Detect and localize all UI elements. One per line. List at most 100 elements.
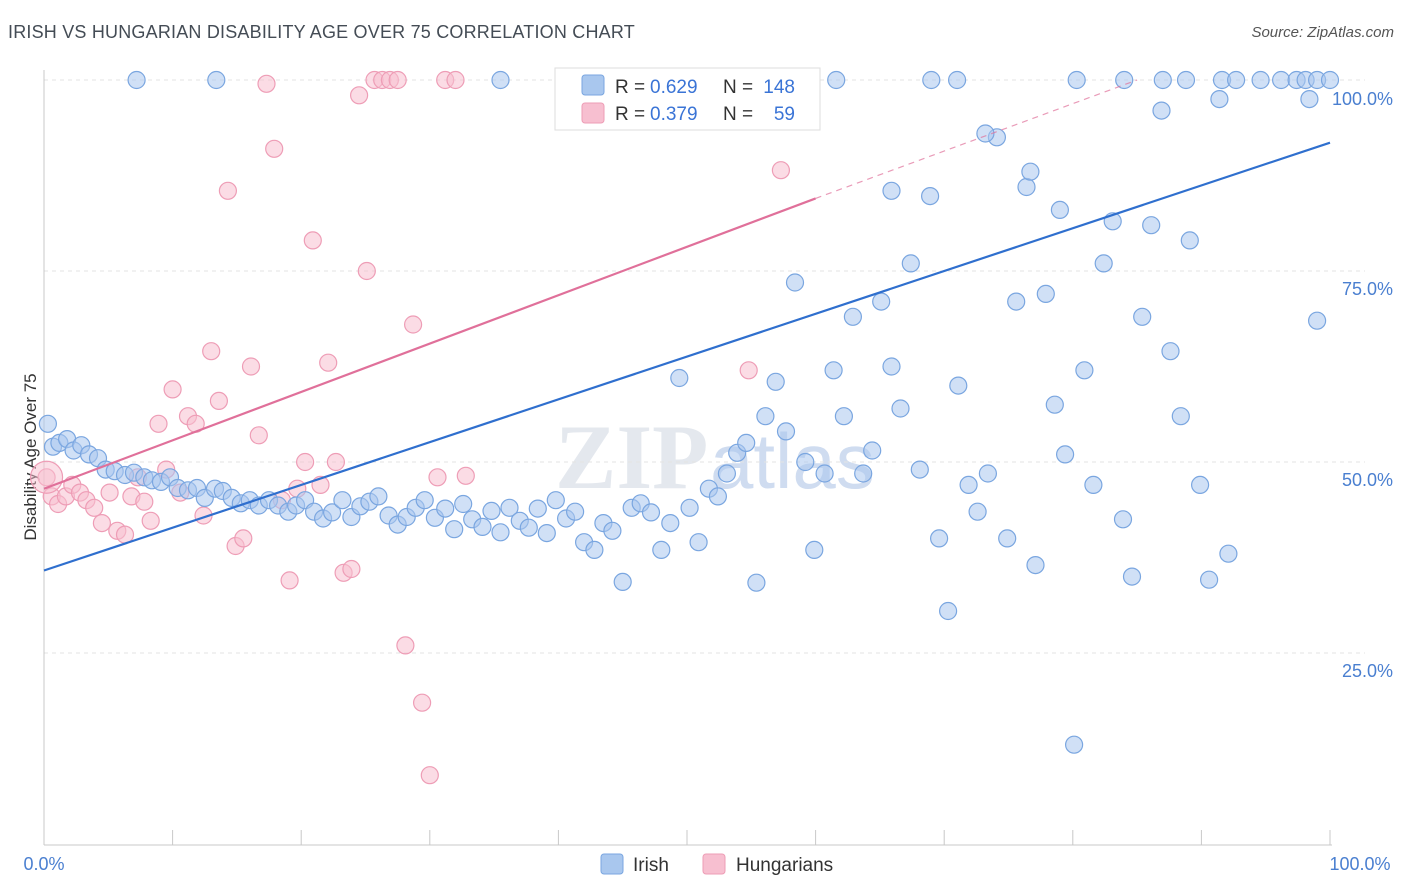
irish-point (473, 517, 492, 537)
y-axis-title: Disability Age Over 75 (21, 373, 40, 540)
irish-point (1251, 70, 1270, 90)
irish-point (415, 491, 434, 510)
irish-points (38, 70, 1340, 754)
irish-point (1115, 70, 1134, 90)
irish-point (537, 523, 556, 543)
hungarians-point (280, 571, 299, 590)
irish-point (323, 503, 342, 522)
hungarians-point (85, 498, 104, 517)
irish-point (854, 464, 873, 483)
irish-point (796, 452, 815, 472)
hungarians-trend-line (43, 197, 816, 490)
irish-point (1055, 445, 1075, 464)
irish-point (1133, 307, 1152, 326)
irish-point (882, 181, 901, 200)
irish-point (1036, 284, 1055, 303)
irish-point (843, 307, 863, 326)
hungarians-point (456, 466, 475, 485)
hungarians-point (135, 492, 154, 511)
irish-point (882, 357, 901, 376)
irish-point (680, 498, 699, 517)
hungarians-point (428, 468, 447, 487)
hungarians-point (209, 391, 228, 410)
irish-point (901, 254, 920, 273)
y-tick-label-75: 75.0% (1342, 279, 1393, 299)
irish-point (1161, 342, 1180, 361)
hungarians-point (739, 361, 758, 380)
hungarians-point (163, 380, 182, 399)
irish-point (1219, 544, 1238, 563)
irish-point (863, 441, 882, 460)
irish-point (1084, 475, 1103, 494)
hungarians-point (100, 483, 119, 502)
irish-point (603, 521, 622, 540)
y-tick-label-50: 50.0% (1342, 470, 1393, 490)
irish-point (1075, 361, 1094, 380)
irish-point (922, 70, 941, 90)
irish-point (1199, 570, 1219, 589)
irish-point (756, 407, 775, 426)
hungarians-point (342, 559, 361, 579)
irish-point (776, 422, 796, 441)
irish-point (938, 601, 958, 621)
hungarians-point (202, 342, 221, 361)
irish-point (670, 368, 689, 388)
irish-point (1045, 395, 1064, 414)
irish-point (1226, 70, 1246, 90)
irish-point (1067, 70, 1086, 90)
irish-point (491, 523, 510, 542)
source-label: Source: ZipAtlas.com (1251, 24, 1394, 41)
irish-point (1210, 89, 1229, 109)
irish-point (1190, 475, 1210, 494)
irish-point (454, 494, 473, 514)
irish-point (1064, 735, 1084, 754)
legend-hungarians-n-value: 59 (774, 104, 795, 125)
hungarians-point (303, 231, 322, 250)
hungarians-point (357, 261, 376, 281)
irish-point (127, 70, 146, 90)
hungarians-trend-extension (815, 79, 1138, 199)
irish-point (708, 487, 728, 506)
irish-point (872, 292, 891, 311)
legend-irish-r-label: R = (615, 77, 645, 98)
irish-point (1176, 70, 1196, 90)
irish-point (717, 464, 737, 483)
irish-point (565, 502, 585, 521)
hungarians-point (296, 452, 315, 472)
irish-point (1142, 216, 1161, 235)
irish-point (1307, 311, 1327, 330)
irish-point (834, 407, 854, 426)
trend-lines (43, 79, 1331, 572)
irish-point (929, 529, 949, 548)
irish-point (546, 491, 565, 510)
bottom-legend-hungarians-label: Hungarians (736, 855, 833, 876)
hungarians-point (265, 139, 284, 158)
irish-point (1017, 177, 1036, 197)
irish-point (1271, 70, 1291, 90)
hungarians-point (396, 636, 415, 655)
irish-point (528, 499, 547, 518)
irish-point (1113, 510, 1133, 529)
hungarians-point (388, 70, 407, 90)
correlation-legend: R = 0.629 N = 148 R = 0.379 N = 59 (554, 67, 821, 131)
irish-point (333, 491, 352, 510)
irish-point (737, 433, 756, 452)
irish-point (500, 498, 519, 517)
irish-point (652, 540, 671, 560)
legend-hungarians-r-value: 0.379 (650, 104, 698, 125)
irish-point (920, 187, 940, 206)
bottom-legend-hungarians-swatch (702, 853, 726, 875)
irish-point (613, 572, 632, 592)
irish-point (1094, 254, 1113, 273)
irish-point (891, 399, 910, 418)
series-legend: Irish Hungarians (600, 853, 833, 876)
irish-trend-line (43, 141, 1331, 572)
legend-hungarians-n-label: N = (723, 104, 753, 125)
irish-point (436, 499, 455, 518)
irish-point (998, 529, 1017, 548)
watermark-zip: ZIP (555, 406, 708, 508)
irish-point (491, 70, 510, 90)
irish-point (747, 573, 766, 592)
hungarians-point (350, 86, 369, 105)
irish-point (968, 502, 987, 521)
